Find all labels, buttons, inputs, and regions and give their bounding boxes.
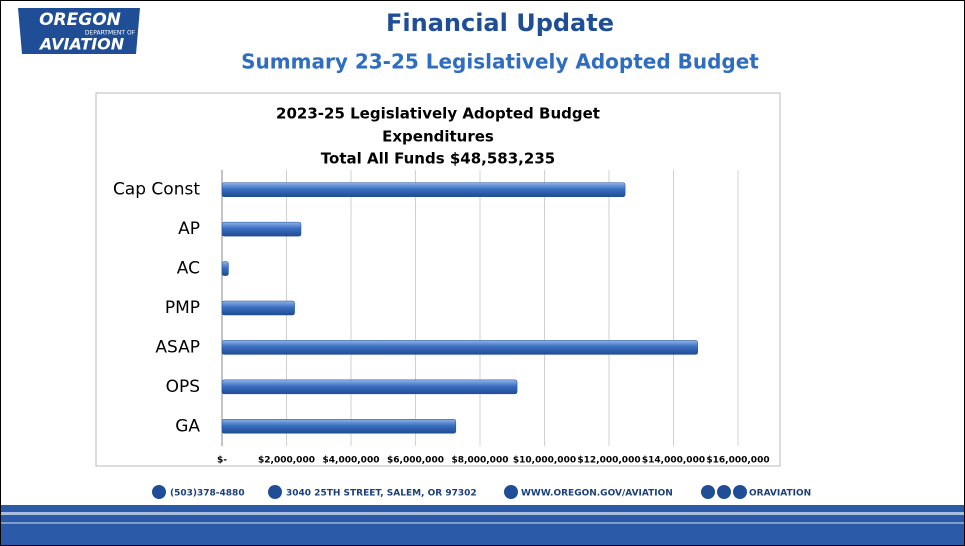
y-tick-label: AC bbox=[177, 259, 200, 279]
x-tick-label: $6,000,000 bbox=[387, 456, 444, 466]
logo-text: DEPARTMENT OF bbox=[85, 30, 136, 37]
y-tick-label: ASAP bbox=[155, 337, 200, 357]
chart-subtitle: Expenditures bbox=[382, 128, 494, 146]
footer-address: 3040 25TH STREET, SALEM, OR 97302 bbox=[286, 489, 477, 499]
footer-stripe bbox=[1, 512, 964, 515]
y-tick-label: GA bbox=[175, 416, 200, 436]
footer-stripe bbox=[1, 522, 964, 524]
x-tick-label: $12,000,000 bbox=[577, 456, 640, 466]
bar bbox=[221, 379, 518, 395]
twitter-icon bbox=[733, 485, 747, 499]
web-icon bbox=[504, 485, 518, 499]
x-tick-label: $2,000,000 bbox=[258, 456, 315, 466]
plot: $- $2,000,000 $4,000,000 $6,000,000 $8,000,0… bbox=[113, 170, 770, 466]
x-tick-label: $4,000,000 bbox=[323, 456, 380, 466]
bar bbox=[221, 419, 457, 434]
logo-text: OREGON bbox=[39, 10, 121, 30]
x-tick-label: $10,000,000 bbox=[513, 456, 576, 466]
footer-phone: (503)378-4880 bbox=[170, 489, 245, 499]
x-tick-label: $- bbox=[217, 456, 227, 466]
bar bbox=[221, 300, 295, 316]
bar bbox=[221, 182, 626, 197]
instagram-icon bbox=[717, 485, 731, 499]
logo-shape bbox=[18, 8, 140, 54]
logo-text: AVIATION bbox=[38, 35, 125, 54]
chart-frame bbox=[95, 92, 781, 467]
bar bbox=[221, 340, 698, 355]
facebook-icon bbox=[701, 485, 715, 499]
x-tick-label: $14,000,000 bbox=[642, 456, 705, 466]
bar bbox=[221, 221, 302, 237]
logo: OREGON DEPARTMENT OF AVIATION bbox=[18, 8, 140, 54]
footer: (503)378-4880 3040 25TH STREET, SALEM, O… bbox=[1, 485, 964, 545]
footer-web: WWW.OREGON.GOV/AVIATION bbox=[521, 489, 673, 499]
y-tick-label: AP bbox=[178, 219, 200, 239]
x-tick-label: $16,000,000 bbox=[706, 456, 769, 466]
chart-title: 2023-25 Legislatively Adopted Budget bbox=[276, 105, 600, 123]
y-tick-label: OPS bbox=[166, 377, 200, 397]
x-tick-label: $8,000,000 bbox=[452, 456, 509, 466]
bar bbox=[221, 261, 229, 276]
pin-icon bbox=[268, 485, 282, 499]
phone-icon bbox=[152, 485, 166, 499]
slide-subtitle: Summary 23-25 Legislatively Adopted Budg… bbox=[241, 50, 759, 74]
chart-total: Total All Funds $48,583,235 bbox=[321, 150, 555, 168]
y-tick-label: Cap Const bbox=[113, 180, 200, 200]
slide-title: Financial Update bbox=[386, 9, 614, 37]
footer-social: ORAVIATION bbox=[749, 489, 811, 499]
footer-band bbox=[1, 505, 964, 545]
y-tick-label: PMP bbox=[165, 298, 200, 318]
